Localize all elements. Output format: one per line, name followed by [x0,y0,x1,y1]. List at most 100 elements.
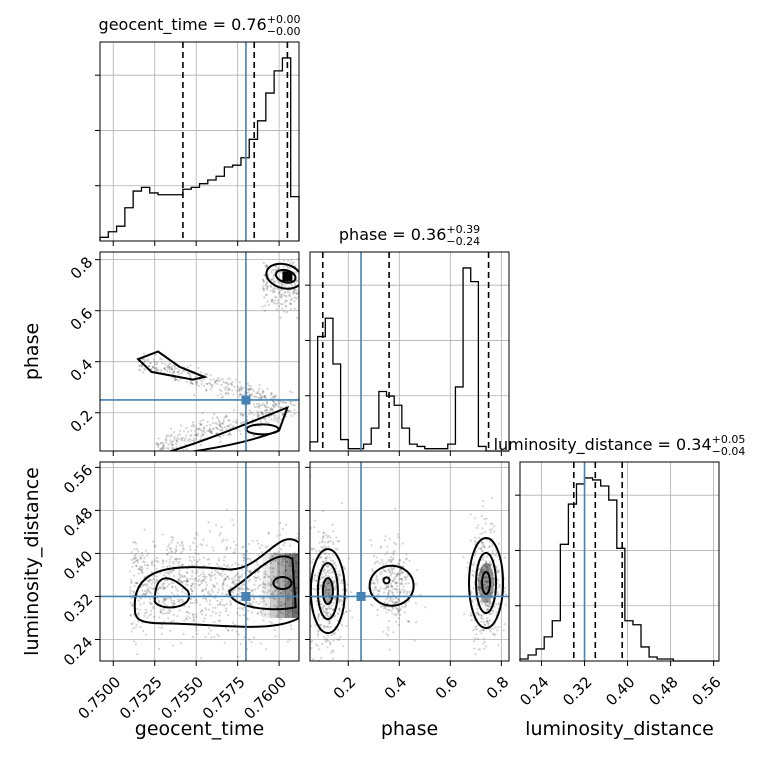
sample-point [485,564,488,568]
sample-point [497,603,501,606]
sample-point [172,613,176,617]
sample-point [182,544,185,547]
sample-point [199,428,202,431]
sample-point [277,266,280,269]
sample-point [166,365,169,368]
panel-frame [519,461,720,662]
sample-point [289,554,292,557]
sample-point [185,580,189,583]
sample-point [172,599,176,603]
sample-point [486,566,489,569]
sample-point [173,371,176,374]
sample-point [272,593,275,596]
sample-point [487,569,490,572]
sample-point [398,573,402,576]
sample-point [172,604,175,607]
sample-point [186,430,190,433]
sample-point [196,560,200,563]
sample-point [249,571,252,574]
sample-point [272,403,275,406]
sample-point [171,443,174,446]
sample-point [146,359,149,363]
sample-point [167,617,170,620]
sample-point [322,560,325,563]
sample-point [263,273,266,277]
sample-point [322,610,325,613]
sample-point [163,587,166,590]
sample-point [150,367,153,371]
sample-point [219,436,222,439]
sample-point [485,600,489,603]
sample-point [320,602,323,606]
sample-point [217,379,220,382]
sample-point [214,569,217,572]
sample-point [276,534,279,537]
sample-point [190,587,193,591]
sample-point [272,567,275,570]
sample-point [162,565,165,569]
sample-point [167,583,171,586]
sample-point [313,576,316,580]
sample-point [153,360,156,364]
sample-point [336,638,339,641]
grid [100,462,299,661]
sample-point [225,547,228,550]
sample-point [267,406,270,409]
sample-point [205,389,208,392]
sample-point [141,568,144,571]
sample-point [481,545,484,549]
sample-point [479,616,483,619]
sample-point [289,299,293,302]
sample-point [275,296,278,299]
sample-point [183,619,186,622]
sample-point [321,606,324,609]
sample-point [137,620,140,623]
sample-point [265,282,268,286]
sample-point [337,578,341,581]
sample-point [199,443,202,447]
sample-point [171,582,175,585]
sample-point [225,414,228,417]
sample-point [229,382,233,386]
sample-point [229,603,232,606]
sample-point [482,620,486,623]
sample-point [342,645,345,648]
sample-point [283,291,286,295]
sample-point [323,576,326,579]
sample-point [392,580,395,583]
sample-point [152,607,155,610]
sample-point [152,358,155,361]
sample-point [219,573,222,576]
sample-point [202,579,206,582]
sample-point [285,311,289,314]
sample-point [224,577,227,580]
sample-point [179,544,182,547]
sample-point [290,568,293,572]
sample-point [221,395,225,398]
sample-point [189,434,192,437]
sample-point [217,377,220,380]
sample-point [170,365,173,368]
sample-point [486,586,489,589]
sample-point [259,410,263,413]
sample-point [288,409,291,412]
sample-point [312,657,315,661]
sample-point [325,593,328,596]
sample-point [325,533,328,537]
contour-blob3-outer [468,537,505,630]
sample-point [480,614,484,618]
sample-point [402,591,405,594]
sample-point [166,451,168,453]
sample-point [208,562,211,565]
sample-point [176,436,179,440]
sample-point [143,614,146,618]
sample-point [190,382,194,385]
sample-point [207,521,210,524]
y-tick-label-luminosity_distance: 0.32 [60,590,96,626]
sample-point [137,572,140,575]
sample-point [218,572,221,576]
sample-point [271,555,274,558]
sample-point [138,567,141,571]
sample-point [201,588,205,591]
sample-point [331,657,334,660]
